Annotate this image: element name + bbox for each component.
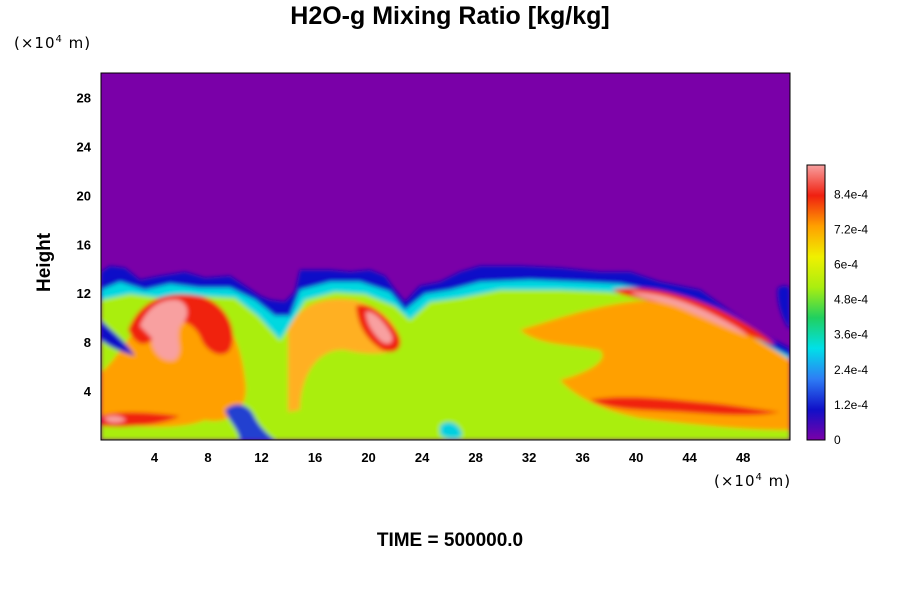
colorbar-gradient xyxy=(806,164,826,441)
x-tick-label: 16 xyxy=(308,450,322,465)
x-unit-label: (×104 m) xyxy=(714,472,792,490)
colorbar-label: 2.4e-4 xyxy=(834,363,868,377)
time-footer: TIME = 500000.0 xyxy=(376,530,524,551)
plot-frame xyxy=(100,72,791,441)
x-tick-label: 36 xyxy=(575,450,589,465)
y-tick-labels: 4 8 12 16 20 24 28 xyxy=(77,90,92,399)
colorbar-label: 0 xyxy=(834,433,841,447)
colorbar-label: 7.2e-4 xyxy=(834,222,868,236)
y-tick-label: 4 xyxy=(84,384,92,399)
pink-core-mid xyxy=(366,311,393,344)
x-tick-label: 24 xyxy=(415,450,430,465)
colorbar-label: 4.8e-4 xyxy=(834,293,868,307)
colorbar-label: 1.2e-4 xyxy=(834,398,868,412)
blue-swirl-upper-left xyxy=(101,320,135,356)
x-tick-label: 32 xyxy=(522,450,536,465)
y-unit-label: (×104 m) xyxy=(14,34,92,52)
x-tick-label: 4 xyxy=(151,450,159,465)
red-streak-bottom-right xyxy=(590,396,780,416)
x-tick-label: 28 xyxy=(468,450,482,465)
plot-area xyxy=(101,73,790,440)
colorbar-label: 6e-4 xyxy=(834,257,858,271)
y-tick-label: 16 xyxy=(77,237,91,252)
cyan-swirl-bottom xyxy=(440,422,462,439)
y-tick-label: 8 xyxy=(84,335,91,350)
red-streak-top-right xyxy=(612,288,775,345)
x-tick-label: 20 xyxy=(361,450,375,465)
blue-swirl-bottom xyxy=(225,404,275,440)
y-tick-label: 20 xyxy=(77,188,91,203)
pink-core-left xyxy=(140,299,188,361)
x-tick-labels: 4 8 12 16 20 24 28 32 36 40 44 48 xyxy=(151,450,751,465)
pink-core-right xyxy=(630,292,748,336)
x-tick-label: 40 xyxy=(629,450,643,465)
x-tick-label: 8 xyxy=(204,450,211,465)
x-tick-label: 44 xyxy=(682,450,697,465)
colorbar-label: 3.6e-4 xyxy=(834,328,868,342)
colorbar-labels: 0 1.2e-4 2.4e-4 3.6e-4 4.8e-4 6e-4 7.2e-4 8.4e-… xyxy=(834,187,868,447)
colorbar-label: 8.4e-4 xyxy=(834,187,868,201)
y-tick-label: 28 xyxy=(77,90,91,105)
chart-title: H2O-g Mixing Ratio [kg/kg] xyxy=(290,2,610,30)
orange-right xyxy=(520,300,790,430)
x-tick-label: 48 xyxy=(736,450,750,465)
pink-core-bottom-left xyxy=(104,415,126,423)
blue-edge-right xyxy=(777,285,790,330)
y-tick-label: 12 xyxy=(77,286,91,301)
red-streak-bottom-left xyxy=(101,412,180,427)
x-tick-label: 12 xyxy=(254,450,268,465)
y-tick-label: 24 xyxy=(77,139,92,154)
colorbar: 0 1.2e-4 2.4e-4 3.6e-4 4.8e-4 6e-4 7.2e-4 8.4e-… xyxy=(806,164,868,447)
